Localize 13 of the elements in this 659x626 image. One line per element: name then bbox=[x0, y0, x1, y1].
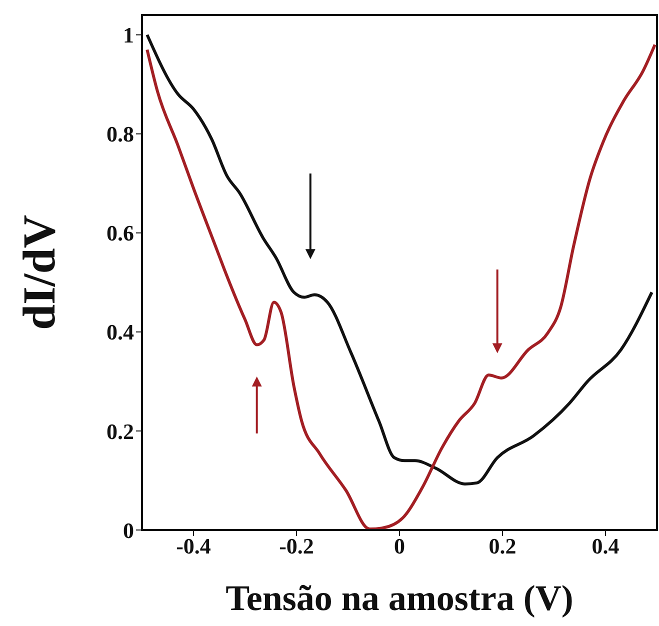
x-axis-title: Tensão na amostra (V) bbox=[226, 578, 574, 618]
x-tick-label: 0 bbox=[394, 534, 405, 559]
x-tick-label: 0.2 bbox=[488, 534, 516, 559]
x-tick-label: 0.4 bbox=[592, 534, 620, 559]
y-axis-title: dI/dV bbox=[13, 214, 64, 330]
y-tick-label: 0.8 bbox=[106, 122, 134, 147]
y-tick-label: 0.6 bbox=[106, 220, 134, 246]
x-tick-label: -0.2 bbox=[279, 534, 314, 559]
y-tick-label: 1 bbox=[123, 22, 134, 48]
x-tick-label: -0.4 bbox=[176, 534, 211, 559]
y-tick-label: 0.2 bbox=[106, 418, 134, 444]
y-tick-label: 0 bbox=[123, 518, 134, 543]
y-tick-label: 0.4 bbox=[106, 320, 134, 345]
